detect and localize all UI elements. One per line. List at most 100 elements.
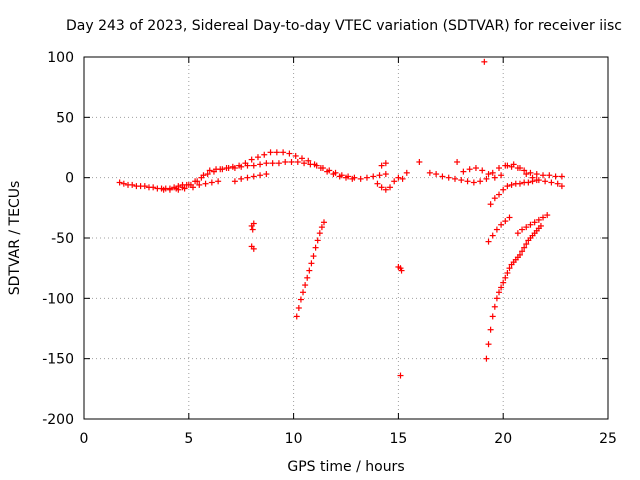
- data-point: [292, 152, 299, 159]
- data-point: [231, 165, 238, 172]
- data-point: [378, 162, 385, 169]
- data-point: [460, 168, 467, 175]
- data-point: [382, 186, 389, 193]
- data-point: [399, 175, 406, 182]
- data-point: [267, 149, 274, 156]
- data-point: [387, 184, 394, 191]
- data-point: [374, 180, 381, 187]
- data-point: [510, 161, 517, 168]
- data-point: [519, 226, 526, 233]
- data-point: [248, 156, 255, 163]
- data-point: [282, 158, 289, 165]
- data-point: [500, 279, 507, 286]
- data-point: [332, 169, 339, 176]
- data-point: [485, 171, 492, 178]
- data-point: [506, 265, 513, 272]
- data-point: [304, 274, 311, 281]
- data-point: [351, 174, 358, 181]
- data-point: [504, 162, 511, 169]
- data-point: [370, 173, 377, 180]
- x-axis-label: GPS time / hours: [287, 459, 404, 475]
- data-point: [391, 178, 398, 185]
- x-tick-label: 20: [494, 431, 512, 447]
- data-point: [301, 160, 308, 167]
- data-point: [250, 245, 257, 252]
- data-point: [491, 174, 498, 181]
- data-point: [261, 151, 268, 158]
- data-point: [544, 212, 551, 219]
- data-point: [445, 174, 452, 181]
- data-point: [489, 313, 496, 320]
- data-point: [312, 244, 319, 251]
- data-point: [466, 166, 473, 173]
- data-point: [225, 165, 232, 172]
- data-point: [451, 175, 458, 182]
- data-point: [491, 195, 498, 202]
- data-point: [527, 221, 534, 228]
- data-point: [293, 313, 300, 320]
- data-point: [454, 158, 461, 165]
- data-point: [552, 173, 559, 180]
- data-point: [498, 172, 505, 179]
- data-point: [189, 184, 196, 191]
- x-tick-label: 0: [80, 431, 89, 447]
- data-point: [548, 179, 555, 186]
- y-tick-label: 50: [56, 110, 74, 126]
- y-axis-label: SDTVAR / TECUs: [7, 181, 23, 296]
- y-tick-label: -50: [51, 231, 74, 247]
- y-tick-label: 100: [47, 50, 74, 66]
- data-point: [238, 163, 245, 170]
- data-point: [250, 173, 257, 180]
- data-point: [535, 216, 542, 223]
- data-point: [345, 173, 352, 180]
- data-point: [202, 180, 209, 187]
- data-point: [516, 180, 523, 187]
- data-point: [305, 157, 312, 164]
- data-point: [215, 178, 222, 185]
- data-point: [464, 178, 471, 185]
- data-point: [483, 355, 490, 362]
- data-point: [280, 149, 287, 156]
- data-point: [302, 282, 309, 289]
- data-point: [433, 171, 440, 178]
- data-point: [525, 179, 532, 186]
- data-point: [320, 219, 327, 226]
- data-point: [288, 158, 295, 165]
- data-point: [382, 171, 389, 178]
- x-tick-label: 25: [599, 431, 617, 447]
- data-point: [141, 183, 148, 190]
- data-point: [254, 154, 261, 161]
- data-point: [300, 289, 307, 296]
- data-point: [439, 173, 446, 180]
- data-point: [470, 179, 477, 186]
- data-point: [472, 165, 479, 172]
- data-point: [250, 220, 257, 227]
- x-tick-label: 5: [184, 431, 193, 447]
- data-point: [313, 162, 320, 169]
- data-point: [485, 238, 492, 245]
- data-point: [307, 161, 314, 168]
- data-point: [200, 172, 207, 179]
- data-point: [257, 172, 264, 179]
- data-point: [206, 167, 213, 174]
- data-point: [493, 295, 500, 302]
- data-point: [306, 267, 313, 274]
- grid-lines: [84, 57, 608, 419]
- data-point: [477, 178, 484, 185]
- data-point: [500, 186, 507, 193]
- axis-ticks: 0 5 10 15 20 25 -200 -150 -100 -50 0 50 100: [42, 50, 617, 447]
- data-point: [275, 160, 282, 167]
- data-point: [286, 150, 293, 157]
- data-point: [166, 186, 173, 193]
- data-point: [376, 172, 383, 179]
- data-point: [458, 177, 465, 184]
- x-tick-label: 10: [285, 431, 303, 447]
- data-point: [196, 181, 203, 188]
- data-point: [120, 180, 127, 187]
- data-point: [395, 174, 402, 181]
- data-point: [308, 260, 315, 267]
- data-point: [219, 166, 226, 173]
- data-point: [502, 218, 509, 225]
- data-point: [116, 179, 123, 186]
